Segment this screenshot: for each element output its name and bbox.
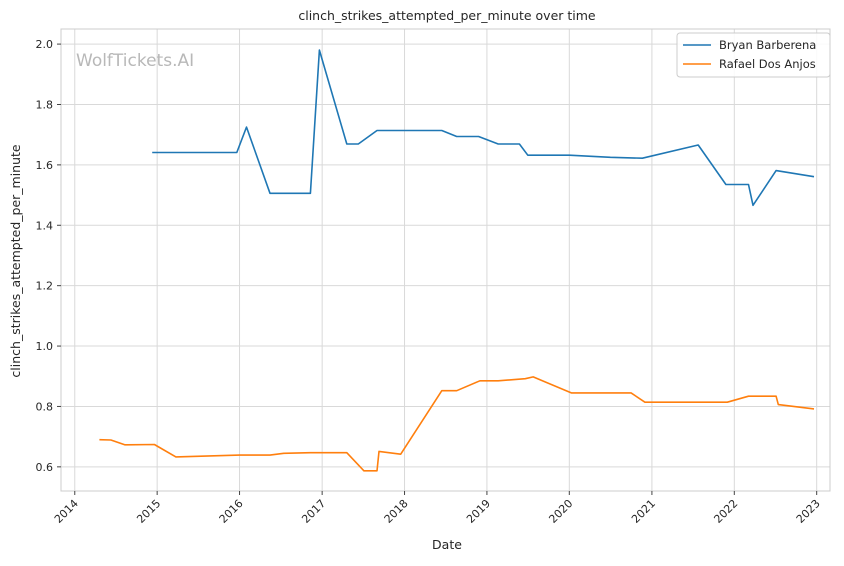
legend-box [676, 32, 831, 78]
x-axis-label: Date [432, 537, 462, 552]
chart-title: clinch_strikes_attempted_per_minute over… [298, 8, 596, 23]
legend-label-bryan-barberena: Bryan Barberena [719, 38, 816, 52]
legend-label-rafael-dos-anjos: Rafael Dos Anjos [719, 57, 816, 71]
y-tick-label: 1.8 [36, 98, 54, 111]
y-axis-label: clinch_strikes_attempted_per_minute [8, 144, 23, 378]
plot-frame [60, 28, 831, 492]
y-tick-label: 1.6 [36, 159, 54, 172]
grid [61, 29, 830, 491]
y-tick-label: 1.4 [36, 219, 54, 232]
series-line-rafael-dos-anjos [99, 376, 815, 472]
y-tick-label: 0.6 [36, 461, 54, 474]
y-tick-label: 1.2 [36, 280, 54, 293]
series-line-bryan-barberena [152, 49, 815, 207]
y-tick-label: 2.0 [36, 38, 54, 51]
y-tick-label: 0.8 [36, 400, 54, 413]
y-tick-label: 1.0 [36, 340, 54, 353]
watermark: WolfTickets.AI [76, 51, 194, 71]
legend: Bryan Barberena Rafael Dos Anjos [676, 32, 831, 78]
y-axis-ticks: 0.6 0.8 1.0 1.2 1.4 1.6 1.8 2.0 [36, 38, 61, 474]
series-layer [99, 49, 815, 472]
